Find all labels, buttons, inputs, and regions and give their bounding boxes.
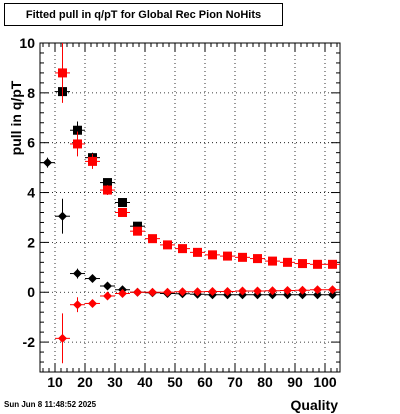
square-point <box>283 257 292 267</box>
diamond-point <box>73 300 82 310</box>
square-point <box>163 240 172 250</box>
diamond-point <box>328 290 337 300</box>
x-tick-label: 50 <box>167 374 183 390</box>
x-tick-label: 90 <box>287 374 303 390</box>
square-point <box>118 198 127 208</box>
x-tick-label: 40 <box>137 374 153 390</box>
diamond-point <box>328 285 337 295</box>
diamond-point <box>283 285 292 295</box>
diamond-point <box>193 287 202 297</box>
diamond-point <box>208 286 217 296</box>
y-tick-label: 2 <box>27 234 35 250</box>
square-point <box>103 185 112 195</box>
y-tick-label: 10 <box>19 35 35 51</box>
plot-frame <box>39 42 341 373</box>
x-axis-title: Quality <box>291 397 339 413</box>
square-point <box>208 250 217 260</box>
square-point <box>193 247 202 257</box>
square-point <box>148 234 157 244</box>
grid-lines <box>40 42 340 372</box>
diamond-point <box>118 288 127 298</box>
series-1 <box>55 43 340 269</box>
diamond-point <box>253 286 262 296</box>
diamond-point <box>58 211 67 221</box>
square-point <box>238 252 247 262</box>
axis-ticks: 10 20 30 40 50 60 70 80 90 100 -2 0 2 4 6 8 10 <box>19 35 340 390</box>
series-3 <box>55 285 340 364</box>
x-tick-label: 70 <box>227 374 243 390</box>
square-point <box>328 259 337 269</box>
x-tick-label: 30 <box>107 374 123 390</box>
series-0 <box>55 81 145 231</box>
diamond-point <box>313 290 322 300</box>
diamond-point <box>163 287 172 297</box>
square-point <box>223 251 232 261</box>
square-point <box>73 139 82 149</box>
y-tick-label: 8 <box>27 85 35 101</box>
diamond-point <box>133 287 142 297</box>
diamond-point <box>313 285 322 295</box>
square-point <box>88 156 97 166</box>
x-tick-label: 60 <box>197 374 213 390</box>
diamond-point <box>73 269 82 279</box>
diamond-point <box>58 333 67 343</box>
diamond-point <box>148 287 157 297</box>
y-tick-label: -2 <box>23 334 36 350</box>
diamond-point <box>268 286 277 296</box>
x-tick-label: 100 <box>313 374 337 390</box>
diamond-point <box>43 158 52 168</box>
y-tick-label: 0 <box>27 284 35 300</box>
square-point <box>313 259 322 269</box>
square-point <box>133 226 142 236</box>
x-tick-label: 20 <box>77 374 93 390</box>
x-tick-label: 10 <box>47 374 63 390</box>
diamond-point <box>238 286 247 296</box>
series-2 <box>40 157 340 300</box>
square-point <box>253 254 262 264</box>
y-tick-label: 6 <box>27 135 35 151</box>
data-marks <box>40 43 340 364</box>
y-tick-label: 4 <box>27 185 35 201</box>
diamond-point <box>103 291 112 301</box>
square-point <box>298 259 307 269</box>
square-point <box>118 207 127 217</box>
square-point <box>268 256 277 266</box>
square-point <box>58 68 67 78</box>
footer-timestamp: Sun Jun 8 11:48:52 2025 <box>4 400 97 409</box>
x-tick-label: 80 <box>257 374 273 390</box>
square-point <box>73 125 82 135</box>
diamond-point <box>298 285 307 295</box>
diamond-point <box>88 298 97 308</box>
chart-title: Fitted pull in q/pT for Global Rec Pion … <box>4 3 283 26</box>
diamond-point <box>103 281 112 291</box>
square-point <box>178 244 187 254</box>
square-point <box>103 178 112 188</box>
diamond-point <box>223 286 232 296</box>
square-point <box>133 221 142 231</box>
diamond-point <box>88 274 97 284</box>
y-axis-title: pull in q/pT <box>8 80 24 155</box>
diamond-point <box>178 287 187 297</box>
